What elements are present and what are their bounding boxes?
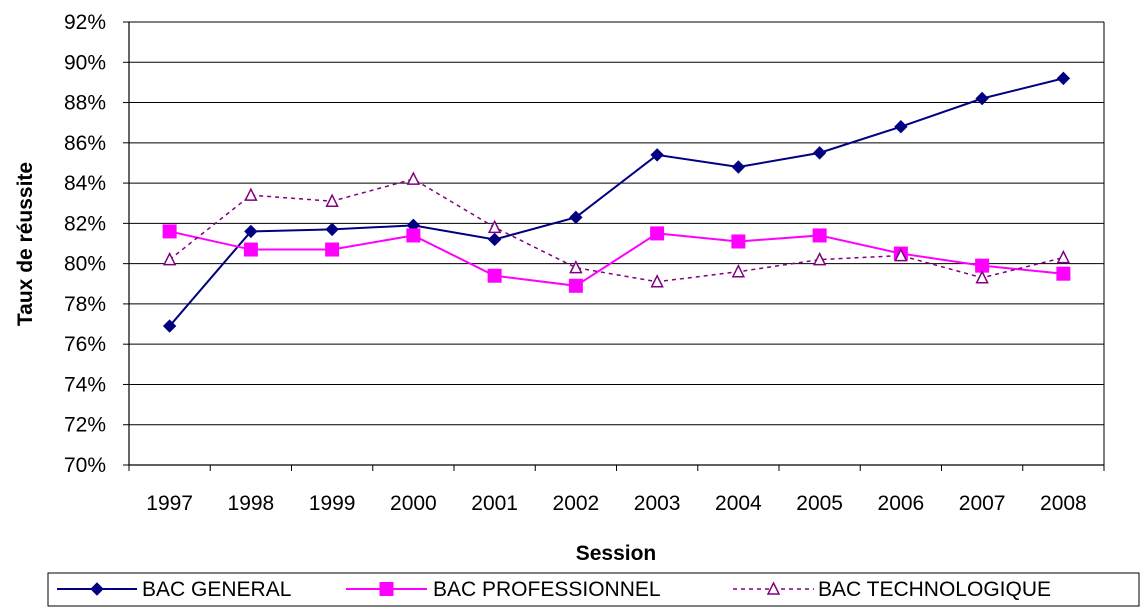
data-point-bac-technologique [894,247,908,262]
x-tick-label: 2001 [471,492,518,515]
legend-marker-bac-professionnel [379,582,394,596]
y-tick-label: 84% [64,172,106,195]
data-point-bac-technologique [731,264,746,278]
y-tick-label: 86% [64,132,106,155]
y-axis-tick-labels: 70% 72% 74% 76% 78% 80% 82% 84% 86% 88% 90% 92% [64,11,106,477]
data-point-bac-professionnel [162,224,177,239]
legend: BAC GENERAL BAC PROFESSIONNEL BAC TECHNOLO… [47,572,1140,607]
data-point-bac-technologique [812,251,827,266]
y-axis-title: Taux de réussite [14,162,37,326]
data-point-bac-technologique [1056,249,1071,264]
legend-marker-bac-technologique [766,581,781,595]
data-point-bac-professionnel [650,226,665,241]
legend-label-bac-technologique: BAC TECHNOLOGIQUE [818,578,1051,601]
y-tick-label: 78% [64,293,106,316]
data-point-bac-general [162,319,177,333]
x-tick-label: 2004 [715,492,762,515]
data-point-bac-technologique [975,270,989,284]
x-tick-label: 2007 [959,492,1006,515]
legend-items: BAC GENERAL BAC PROFESSIONNEL BAC TECHNOLO… [57,578,1051,601]
data-point-bac-technologique [487,219,502,234]
series-line-bac-professionnel [169,230,1064,287]
series-lines [168,77,1064,327]
x-tick-label: 2006 [878,492,925,515]
x-tick-label: 2000 [390,492,437,515]
legend-label-bac-general: BAC GENERAL [142,578,291,601]
series-line-bac-general [168,77,1064,327]
data-point-bac-general [325,222,339,237]
data-point-bac-technologique [650,274,664,288]
data-point-bac-technologique [569,259,583,274]
y-tick-label: 92% [64,11,106,34]
data-point-bac-technologique [325,193,339,207]
series-markers [162,71,1071,333]
x-tick-label: 1997 [146,492,193,515]
data-point-bac-general [487,232,502,247]
data-point-bac-technologique [162,251,177,266]
axes [128,22,1105,471]
y-tick-label: 90% [64,51,106,74]
gridlines [123,21,1104,466]
x-tick-label: 2008 [1040,492,1087,515]
x-tick-label: 2003 [634,492,681,515]
legend-box [47,572,1140,607]
data-point-bac-professionnel [487,268,502,283]
legend-marker-bac-general [90,582,104,596]
series-line-bac-technologique [169,178,1064,283]
data-point-bac-general [244,224,258,239]
x-tick-label: 1999 [309,492,356,515]
data-point-bac-general [650,148,664,162]
x-tick-label: 2005 [796,492,843,515]
y-tick-label: 88% [64,92,106,115]
data-point-bac-professionnel [568,278,583,293]
y-tick-label: 70% [64,454,106,477]
data-point-bac-general [975,91,989,106]
data-point-bac-professionnel [812,228,827,243]
x-axis-tick-labels: 1997 1998 1999 2000 2001 2002 2003 2004 2005 2006… [146,492,1086,515]
y-tick-label: 72% [64,414,106,437]
data-point-bac-professionnel [731,234,746,249]
data-point-bac-professionnel [325,242,340,257]
data-point-bac-professionnel [1056,266,1071,281]
x-tick-label: 1998 [228,492,275,515]
data-point-bac-professionnel [243,242,258,257]
data-point-bac-technologique [244,187,258,201]
y-tick-label: 80% [64,253,106,276]
y-tick-label: 76% [64,333,106,356]
data-point-bac-general [1056,71,1071,86]
data-point-bac-professionnel [406,228,421,243]
data-point-bac-general [569,210,583,225]
y-tick-label: 82% [64,212,106,235]
data-point-bac-general [894,120,908,134]
y-tick-label: 74% [64,373,106,396]
legend-label-bac-professionnel: BAC PROFESSIONNEL [433,578,661,601]
data-point-bac-general [812,146,827,160]
data-point-bac-general [731,160,746,174]
x-axis-title: Session [576,542,657,565]
data-point-bac-technologique [406,171,421,185]
x-tick-label: 2002 [553,492,600,515]
